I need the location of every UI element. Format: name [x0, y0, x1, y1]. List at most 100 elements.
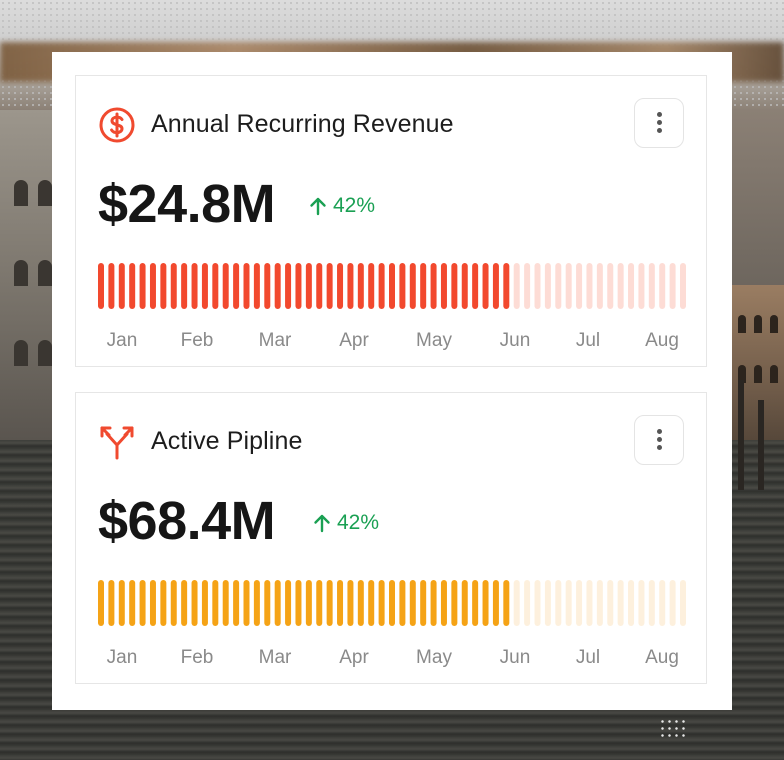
- month-label: Feb: [180, 647, 214, 668]
- metric-value: $24.8M: [98, 174, 276, 234]
- dollar-circle-icon: [99, 107, 135, 143]
- progress-bar-filled: [191, 580, 198, 626]
- progress-bar-filled: [430, 580, 437, 626]
- progress-bar-filled: [389, 580, 395, 626]
- progress-bar-filled: [357, 263, 364, 309]
- progress-bar-filled: [191, 263, 198, 309]
- month-label: Mar: [258, 330, 292, 351]
- progress-bar-empty: [628, 580, 635, 626]
- progress-bar-filled: [305, 263, 312, 309]
- more-dots-icon: [657, 112, 662, 117]
- progress-bar-filled: [295, 580, 302, 626]
- metric-value: $68.4M: [98, 491, 276, 551]
- arrow-up-icon: [310, 197, 326, 216]
- progress-bar-filled: [399, 263, 406, 309]
- metric-delta: 42%: [307, 194, 375, 218]
- month-label: Jul: [575, 330, 601, 351]
- progress-bar-filled: [472, 580, 479, 626]
- progress-bar-empty: [628, 263, 635, 309]
- month-label: Jan: [106, 330, 138, 351]
- progress-bar-empty: [680, 580, 686, 626]
- progress-bar-empty: [513, 580, 520, 626]
- progress-bar-filled: [108, 580, 115, 626]
- progress-bar-filled: [357, 580, 364, 626]
- progress-bar-filled: [461, 580, 468, 626]
- progress-bar-filled: [482, 263, 489, 309]
- progress-bar-empty: [534, 580, 541, 626]
- progress-bar-filled: [129, 263, 136, 309]
- card-title: Active Pipline: [151, 427, 303, 455]
- progress-bar-empty: [659, 263, 666, 309]
- progress-bar-empty: [586, 580, 593, 626]
- progress-bar-empty: [544, 580, 551, 626]
- progress-bar-filled: [451, 580, 458, 626]
- progress-bar-filled: [243, 263, 250, 309]
- progress-bar-filled: [285, 580, 292, 626]
- progress-bar-empty: [680, 263, 686, 309]
- progress-bar-empty: [648, 263, 655, 309]
- progress-bar-filled: [274, 580, 281, 626]
- progress-bar-filled: [368, 580, 375, 626]
- progress-bar-empty: [648, 580, 655, 626]
- progress-bar-filled: [389, 263, 395, 309]
- progress-bar-filled: [378, 263, 385, 309]
- progress-bar-filled: [233, 263, 240, 309]
- progress-bar-filled: [118, 263, 125, 309]
- progress-bar-filled: [316, 263, 323, 309]
- month-label: Apr: [339, 647, 369, 668]
- background-pole: [738, 380, 744, 490]
- arrow-up-icon: [314, 514, 330, 533]
- background-pole: [758, 400, 764, 490]
- progress-bar-filled: [492, 263, 499, 309]
- month-label: Jan: [106, 647, 138, 668]
- progress-bar-filled: [399, 580, 406, 626]
- progress-bar-filled: [118, 580, 125, 626]
- progress-bar-filled: [482, 580, 489, 626]
- progress-bar-filled: [326, 263, 333, 309]
- progress-bar-filled: [170, 263, 177, 309]
- progress-bar-filled: [347, 580, 354, 626]
- progress-bar-filled: [139, 580, 146, 626]
- progress-bar-filled: [430, 263, 437, 309]
- month-axis: Jan Feb Mar Apr May Jun Jul Aug: [98, 330, 686, 354]
- progress-bar-empty: [669, 580, 676, 626]
- more-options-button[interactable]: [634, 98, 684, 148]
- progress-bar-filled: [222, 263, 229, 309]
- month-label: May: [416, 647, 452, 668]
- more-dots-icon: [657, 429, 662, 434]
- progress-bar-filled: [461, 263, 468, 309]
- progress-bar-filled: [368, 263, 375, 309]
- progress-bar-filled: [149, 263, 156, 309]
- progress-bar-filled: [347, 263, 354, 309]
- progress-bar-empty: [659, 580, 666, 626]
- progress-bar-empty: [513, 263, 520, 309]
- progress-bar-filled: [201, 263, 208, 309]
- month-label: Apr: [339, 330, 369, 351]
- progress-bar-filled: [440, 580, 447, 626]
- progress-bar-filled: [295, 263, 302, 309]
- progress-bar-filled: [108, 263, 115, 309]
- progress-bar-filled: [149, 580, 156, 626]
- progress-bar-filled: [181, 580, 188, 626]
- progress-bar-filled: [409, 263, 416, 309]
- progress-bar-empty: [534, 263, 541, 309]
- progress-bar-filled: [451, 263, 458, 309]
- background-dots: [659, 718, 689, 738]
- delta-value: 42%: [333, 194, 376, 217]
- progress-bar-filled: [420, 580, 427, 626]
- progress-bar-empty: [586, 263, 593, 309]
- more-options-button[interactable]: [634, 415, 684, 465]
- progress-bar-filled: [316, 580, 323, 626]
- progress-bar-filled: [409, 580, 416, 626]
- progress-bar-filled: [492, 580, 499, 626]
- progress-bars: [98, 263, 686, 309]
- progress-bar-empty: [524, 263, 531, 309]
- progress-bar-empty: [576, 263, 583, 309]
- progress-bar-filled: [305, 580, 312, 626]
- progress-bar-filled: [222, 580, 229, 626]
- progress-bar-empty: [596, 263, 603, 309]
- card-title: Annual Recurring Revenue: [151, 110, 454, 138]
- progress-bar-filled: [253, 263, 260, 309]
- progress-bar-empty: [596, 580, 603, 626]
- progress-bar-filled: [378, 580, 385, 626]
